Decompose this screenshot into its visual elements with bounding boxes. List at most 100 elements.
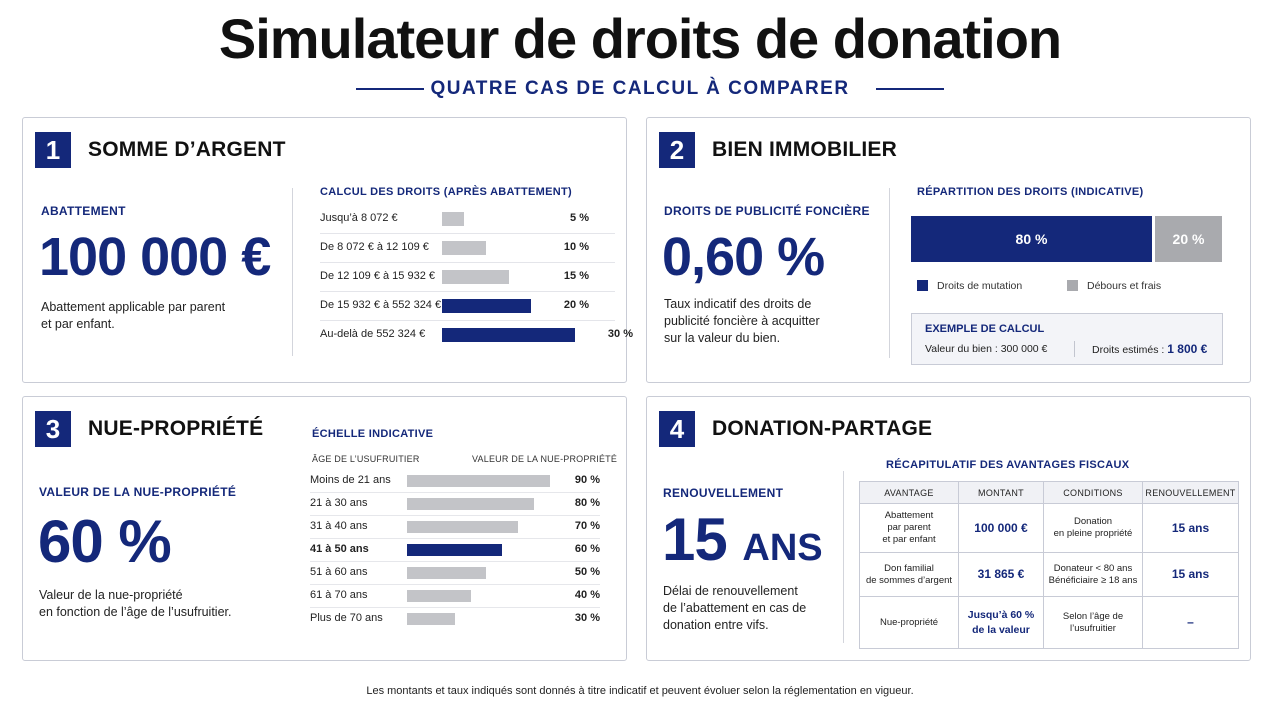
age-label: 31 à 40 ans xyxy=(310,520,368,532)
bracket-rate: 10 % xyxy=(563,241,589,253)
table-cell: Abattement par parent et par enfant xyxy=(859,503,959,553)
age-label: 41 à 50 ans xyxy=(310,543,369,555)
usufruit-row: 51 à 60 ans 50 % xyxy=(310,562,600,585)
card-bien-immobilier: 2 BIEN IMMOBILIER DROITS DE PUBLICITÉ FO… xyxy=(646,117,1251,383)
abattement-label: ABATTEMENT xyxy=(41,204,126,218)
table-cell: Donation en pleine propriété xyxy=(1043,503,1143,553)
card-title: SOMME D’ARGENT xyxy=(88,138,286,161)
usufruit-row: Plus de 70 ans 30 % xyxy=(310,608,600,631)
legend-swatch-mutation xyxy=(917,280,928,291)
bracket-label: Jusqu’à 8 072 € xyxy=(320,212,398,224)
valeur-rate: 60 % xyxy=(574,543,600,555)
table-cell: – xyxy=(1142,596,1239,649)
renouvellement-number: 15 xyxy=(662,506,728,573)
renouvellement-description: Délai de renouvellement de l’abattement … xyxy=(663,584,807,632)
renouvellement-label: RENOUVELLEMENT xyxy=(663,486,784,500)
table-cell: Selon l’âge de l’usufruitier xyxy=(1043,596,1143,649)
table-cell: 31 865 € xyxy=(958,552,1044,597)
valeur-bar xyxy=(407,498,534,510)
bracket-rate: 30 % xyxy=(607,328,633,340)
example-title: EXEMPLE DE CALCUL xyxy=(925,323,1045,335)
example-calcul-box: EXEMPLE DE CALCUL Valeur du bien : 300 0… xyxy=(911,313,1223,365)
table-header: CONDITIONS xyxy=(1043,481,1143,504)
table-header: MONTANT xyxy=(958,481,1044,504)
card-somme-argent: 1 SOMME D’ARGENT ABATTEMENT 100 000 € Ab… xyxy=(22,117,633,383)
card-title: BIEN IMMOBILIER xyxy=(712,138,897,161)
nue-propriete-value: 60 % xyxy=(38,508,172,575)
legend-label-frais: Débours et frais xyxy=(1087,280,1162,292)
bracket-table-title: CALCUL DES DROITS (APRÈS ABATTEMENT) xyxy=(320,186,572,198)
card-number-badge: 1 xyxy=(35,132,71,168)
valeur-rate: 50 % xyxy=(574,566,600,578)
bracket-row: De 12 109 € à 15 932 € 15 % xyxy=(320,264,615,292)
example-divider xyxy=(1074,341,1075,357)
publicite-fonciere-value: 0,60 % xyxy=(662,227,825,287)
publicite-fonciere-label: DROITS DE PUBLICITÉ FONCIÈRE xyxy=(664,204,870,218)
publicite-fonciere-description: Taux indicatif des droits de publicité f… xyxy=(664,297,820,345)
card-nue-propriete: 3 NUE-PROPRIÉTÉ VALEUR DE LA NUE-PROPRIÉ… xyxy=(22,396,627,661)
bracket-bar xyxy=(442,241,486,255)
age-label: Moins de 21 ans xyxy=(310,474,391,486)
bracket-rate: 15 % xyxy=(563,270,589,282)
age-label: 51 à 60 ans xyxy=(310,566,368,578)
card-number-badge: 3 xyxy=(35,411,71,447)
legend-label-mutation: Droits de mutation xyxy=(937,280,1023,292)
vertical-divider xyxy=(292,188,293,356)
valeur-bar xyxy=(407,521,518,533)
table-header-row: AVANTAGE MONTANT CONDITIONS RENOUVELLEME… xyxy=(859,481,1239,504)
bracket-label: De 12 109 € à 15 932 € xyxy=(320,270,435,282)
table-cell: 15 ans xyxy=(1142,503,1239,553)
usufruit-row: 31 à 40 ans 70 % xyxy=(310,516,600,539)
bracket-label: De 8 072 € à 12 109 € xyxy=(320,241,429,253)
bracket-label: Au-delà de 552 324 € xyxy=(320,328,426,340)
usufruit-row: 61 à 70 ans 40 % xyxy=(310,585,600,608)
valeur-rate: 30 % xyxy=(574,612,600,624)
table-row: Abattement par parent et par enfant 100 00… xyxy=(859,503,1239,553)
card-title: NUE-PROPRIÉTÉ xyxy=(88,417,264,440)
avantages-table: AVANTAGE MONTANT CONDITIONS RENOUVELLEME… xyxy=(859,481,1239,649)
example-droits-estimes: Droits estimés : 1 800 € xyxy=(1092,342,1208,356)
echelle-title: ÉCHELLE INDICATIVE xyxy=(312,428,434,440)
usufruit-row: 21 à 30 ans 80 % xyxy=(310,493,600,516)
table-row: Don familial de sommes d’argent 31 865 € … xyxy=(859,552,1239,597)
usufruit-row-highlighted: 41 à 50 ans 60 % xyxy=(310,539,600,562)
subtitle-divider-left xyxy=(356,88,424,90)
vertical-divider xyxy=(889,188,890,358)
bracket-row: De 15 932 € à 552 324 € 20 % xyxy=(320,293,615,321)
bracket-row: Jusqu’à 8 072 € 5 % xyxy=(320,206,615,234)
bracket-row: De 8 072 € à 12 109 € 10 % xyxy=(320,235,615,263)
avantages-table-title: RÉCAPITULATIF DES AVANTAGES FISCAUX xyxy=(886,459,1130,471)
card-title: DONATION-PARTAGE xyxy=(712,417,933,440)
column-head-age: ÂGE DE L’USUFRUITIER xyxy=(312,454,420,464)
nue-propriete-description: Valeur de la nue-propriété en fonction d… xyxy=(39,588,232,619)
age-label: 61 à 70 ans xyxy=(310,589,368,601)
age-label: 21 à 30 ans xyxy=(310,497,368,509)
bracket-bar xyxy=(442,328,575,342)
abattement-description: Abattement applicable par parent et par … xyxy=(41,300,226,331)
page-title: Simulateur de droits de donation xyxy=(218,7,1062,70)
valeur-bar xyxy=(407,590,471,602)
subtitle-divider-right xyxy=(876,88,944,90)
table-cell: Don familial de sommes d’argent xyxy=(859,552,959,597)
bracket-bar xyxy=(442,270,509,284)
valeur-bar xyxy=(407,544,502,556)
renouvellement-unit: ANS xyxy=(742,527,823,569)
bracket-row: Au-delà de 552 324 € 30 % xyxy=(320,322,633,350)
legend-swatch-frais xyxy=(1067,280,1078,291)
segment-droits-mutation: 80 % xyxy=(911,216,1152,262)
column-head-valeur: VALEUR DE LA NUE-PROPRIÉTÉ xyxy=(472,454,618,464)
valeur-rate: 80 % xyxy=(574,497,600,509)
table-cell: Nue-propriété xyxy=(859,596,959,649)
page-subtitle: QUATRE CAS DE CALCUL À COMPARER xyxy=(430,78,850,99)
valeur-rate: 70 % xyxy=(574,520,600,532)
table-cell: 100 000 € xyxy=(958,503,1044,553)
table-header: RENOUVELLEMENT xyxy=(1142,481,1239,504)
table-row: Nue-propriété Jusqu’à 60 % de la valeur S… xyxy=(859,596,1239,649)
table-cell: 15 ans xyxy=(1142,552,1239,597)
bracket-bar xyxy=(442,299,531,313)
bracket-rate: 5 % xyxy=(570,212,589,224)
card-donation-partage: 4 DONATION-PARTAGE RENOUVELLEMENT 15 ANS… xyxy=(646,396,1251,661)
valeur-rate: 40 % xyxy=(574,589,600,601)
table-header: AVANTAGE xyxy=(859,481,959,504)
table-cell: Donateur < 80 ans Bénéficiaire ≥ 18 ans xyxy=(1043,552,1143,597)
